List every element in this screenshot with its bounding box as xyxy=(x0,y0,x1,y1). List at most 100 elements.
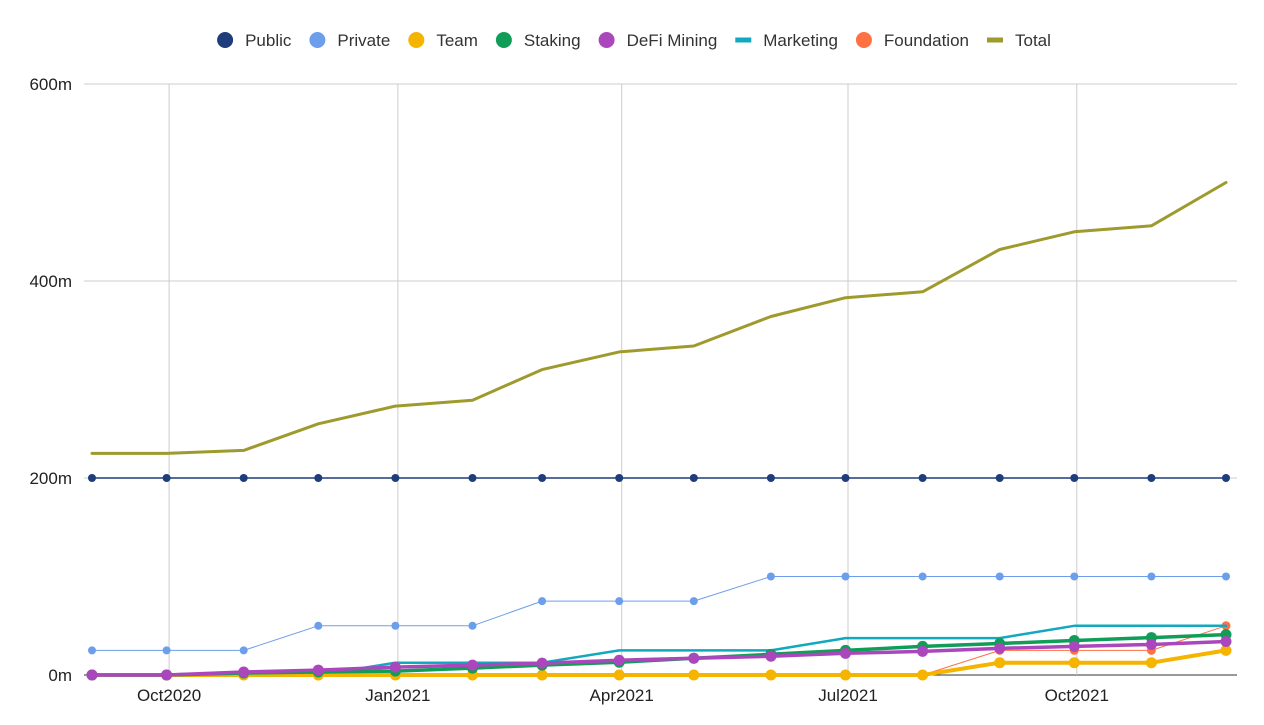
y-tick-label: 600m xyxy=(29,75,72,94)
x-tick-label: Jan2021 xyxy=(365,686,430,705)
legend-item-total: Total xyxy=(986,31,1051,50)
data-point-private xyxy=(841,572,850,581)
data-point-team xyxy=(536,669,548,681)
data-point-defi-mining xyxy=(238,666,250,678)
data-point-defi-mining xyxy=(765,650,777,662)
x-tick-label: Oct2020 xyxy=(137,686,201,705)
data-point-defi-mining xyxy=(1220,636,1232,648)
y-tick-label: 400m xyxy=(29,272,72,291)
data-point-defi-mining xyxy=(613,654,625,666)
data-point-public xyxy=(689,474,698,482)
data-point-defi-mining xyxy=(536,657,548,669)
data-point-public xyxy=(615,474,624,482)
legend-label: Private xyxy=(337,31,390,50)
legend-swatch-dot xyxy=(217,32,234,48)
data-point-defi-mining xyxy=(840,647,852,659)
legend-item-public: Public xyxy=(217,31,292,50)
legend-item-private: Private xyxy=(309,31,390,50)
y-tick-label: 200m xyxy=(29,469,72,488)
data-point-team xyxy=(613,669,625,681)
data-point-defi-mining xyxy=(312,664,324,676)
series-group xyxy=(86,181,1232,681)
data-point-private xyxy=(391,621,400,630)
legend-item-team: Team xyxy=(408,31,478,50)
series-total xyxy=(90,181,1228,455)
data-point-team xyxy=(1220,644,1232,656)
legend-item-staking: Staking xyxy=(495,31,581,50)
data-point-private xyxy=(538,597,547,606)
data-point-public xyxy=(766,474,775,482)
y-axis: 0m 200m 400m 600m xyxy=(29,75,72,685)
legend-swatch-line xyxy=(986,37,1003,43)
x-axis: Oct2020 Jan2021 Apr2021 Jul2021 Oct2021 xyxy=(137,686,1109,705)
series-line-team xyxy=(90,648,1228,677)
legend-item-defi-mining: DeFi Mining xyxy=(598,31,718,50)
series-line-total xyxy=(90,181,1228,455)
data-point-private xyxy=(1147,572,1156,581)
data-point-public xyxy=(918,474,927,482)
legend-swatch-dot xyxy=(495,32,512,48)
data-point-defi-mining xyxy=(389,661,401,673)
data-point-team xyxy=(994,657,1006,669)
legend-swatch-dot xyxy=(598,32,615,48)
legend-swatch-line xyxy=(735,37,752,43)
legend-label: Marketing xyxy=(763,31,838,50)
data-point-public xyxy=(1070,474,1079,482)
x-tick-label: Apr2021 xyxy=(590,686,654,705)
data-point-public xyxy=(1222,474,1230,482)
data-point-public xyxy=(468,474,477,482)
data-point-public xyxy=(314,474,323,482)
legend-swatch-dot xyxy=(408,32,425,48)
series-public xyxy=(88,474,1230,482)
legend-swatch-dot xyxy=(855,32,872,48)
legend-label: DeFi Mining xyxy=(627,31,718,50)
series-line-staking xyxy=(90,632,1228,677)
data-point-team xyxy=(1068,657,1080,669)
data-point-public xyxy=(239,474,248,482)
data-point-public xyxy=(538,474,547,482)
legend-item-marketing: Marketing xyxy=(735,31,838,50)
data-point-private xyxy=(766,572,775,581)
data-point-defi-mining xyxy=(161,669,173,681)
data-point-private xyxy=(314,621,323,630)
legend-swatch-dot xyxy=(309,32,326,48)
data-point-team xyxy=(765,669,777,681)
data-point-public xyxy=(88,474,96,482)
data-point-public xyxy=(841,474,850,482)
data-point-public xyxy=(995,474,1004,482)
series-line-private xyxy=(91,576,1227,651)
data-point-defi-mining xyxy=(466,659,478,671)
series-line-defi-mining xyxy=(90,639,1228,677)
data-point-private xyxy=(615,597,624,606)
series-private xyxy=(88,572,1230,655)
data-point-defi-mining xyxy=(688,652,700,664)
data-point-private xyxy=(918,572,927,581)
data-point-defi-mining xyxy=(86,669,98,681)
data-point-team xyxy=(1145,657,1157,669)
data-point-team xyxy=(840,669,852,681)
data-point-private xyxy=(239,646,248,655)
legend-label: Total xyxy=(1015,31,1051,50)
data-point-public xyxy=(391,474,400,482)
x-tick-label: Oct2021 xyxy=(1045,686,1109,705)
data-point-public xyxy=(162,474,171,482)
data-point-defi-mining xyxy=(917,645,929,657)
data-point-private xyxy=(689,597,698,606)
data-point-private xyxy=(1222,572,1230,581)
x-tick-label: Jul2021 xyxy=(818,686,878,705)
grid xyxy=(84,83,1237,676)
data-point-private xyxy=(468,621,477,630)
data-point-team xyxy=(688,669,700,681)
legend: Public Private Team Staking DeFi Mining Marke… xyxy=(217,31,1051,50)
data-point-public xyxy=(1147,474,1156,482)
legend-item-foundation: Foundation xyxy=(855,31,969,50)
legend-label: Staking xyxy=(524,31,581,50)
data-point-private xyxy=(1070,572,1079,581)
y-tick-label: 0m xyxy=(48,666,72,685)
data-point-defi-mining xyxy=(1068,640,1080,652)
data-point-defi-mining xyxy=(1145,638,1157,650)
legend-label: Team xyxy=(436,31,478,50)
legend-label: Public xyxy=(245,31,292,50)
